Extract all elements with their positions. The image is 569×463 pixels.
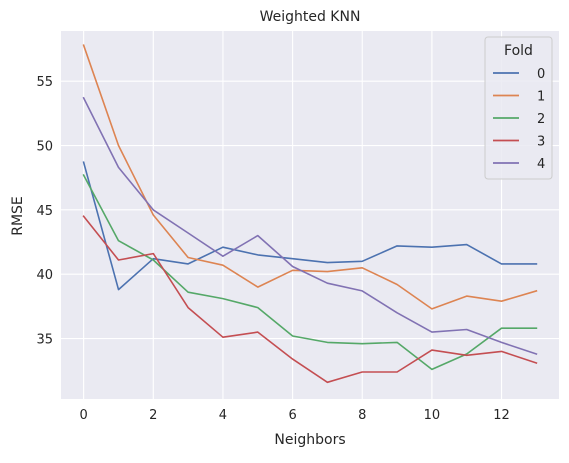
series-line-fold-2 [82,174,538,371]
x-tick-label: 6 [288,408,296,423]
plot-area [61,31,559,399]
x-tick-label: 10 [424,408,441,423]
legend-title: Fold [504,43,533,59]
x-tick-label: 8 [358,408,366,423]
legend-label-fold-2: 2 [537,112,545,127]
x-tick-label: 0 [79,408,87,423]
x-tick-label: 2 [149,408,157,423]
legend: Fold 0 1 2 3 4 [484,36,553,180]
legend-label-fold-0: 0 [537,67,545,82]
legend-label-fold-1: 1 [537,90,545,105]
x-tick-label: 12 [493,408,510,423]
series-line-fold-1 [82,44,538,310]
chart-title: Weighted KNN [260,9,361,25]
series-line-fold-0 [82,161,538,291]
legend-label-fold-4: 4 [537,157,545,172]
series-line-fold-4 [82,96,538,356]
x-tick-label: 4 [219,408,227,423]
x-axis-label: Neighbors [274,432,345,448]
y-tick-label: 35 [36,333,53,348]
y-tick-label: 45 [36,204,53,219]
y-axis-label: RMSE [10,196,26,236]
y-tick-label: 50 [36,140,53,155]
legend-label-fold-3: 3 [537,135,545,150]
y-tick-label: 40 [36,268,53,283]
series-line-fold-3 [82,215,538,384]
y-tick-label: 55 [36,75,53,90]
